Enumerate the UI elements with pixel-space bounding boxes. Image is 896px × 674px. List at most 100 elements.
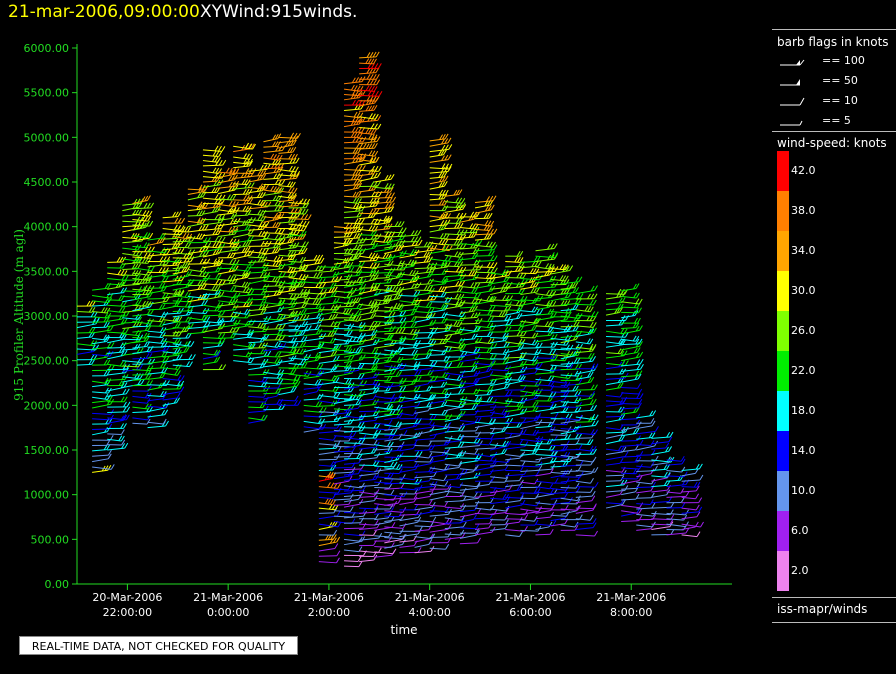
wind-barb — [278, 374, 301, 382]
barb-feather — [296, 170, 301, 177]
barb-feather — [143, 202, 148, 209]
barb-feather — [383, 215, 388, 221]
barb-shaft — [343, 436, 363, 441]
barb-feather — [358, 414, 363, 421]
wind-barb — [278, 316, 300, 326]
barb-feather — [120, 318, 125, 325]
x-tick-time: 22:00:00 — [103, 606, 152, 619]
barb-feather — [363, 511, 367, 517]
barb-feather — [175, 316, 180, 322]
barb-feather — [216, 285, 221, 292]
wind-barb — [359, 503, 380, 510]
barb-feather — [215, 266, 220, 273]
barb-feather — [392, 548, 397, 555]
barb-feather — [383, 236, 387, 243]
barb-feather — [120, 269, 125, 276]
wind-barb — [399, 439, 418, 447]
barb-shaft — [399, 513, 417, 516]
barb-feather — [196, 210, 201, 216]
barb-feather — [307, 214, 312, 220]
barb-feather — [218, 364, 223, 370]
barb-feather — [231, 304, 236, 311]
wind-barb — [218, 194, 237, 201]
barb-feather — [402, 233, 407, 240]
barb-feather — [368, 150, 373, 156]
barb-feather — [395, 421, 400, 427]
barb-feather — [301, 265, 306, 271]
barb-shaft — [132, 417, 148, 421]
wind-barb — [278, 395, 299, 402]
barb-shaft — [399, 539, 414, 543]
wind-barb — [384, 286, 405, 293]
wind-barb — [414, 422, 435, 430]
barb-feather — [374, 63, 379, 69]
barb-feather — [221, 243, 226, 249]
barb-feather — [416, 509, 421, 515]
barb-feather — [297, 281, 301, 288]
barb-feather — [278, 145, 283, 152]
barb-feather — [221, 338, 226, 344]
barb-feather — [317, 341, 322, 347]
barb-feather — [257, 322, 262, 328]
barb-feather — [401, 327, 406, 334]
barb-feather — [375, 387, 380, 393]
barb-feather — [91, 300, 96, 307]
barb-feather — [402, 386, 407, 392]
barb-feather — [229, 286, 234, 292]
barb-feather — [107, 312, 112, 319]
wind-barb — [187, 242, 212, 249]
barb-shaft — [359, 470, 376, 473]
barb-shaft — [343, 386, 359, 390]
barb-feather — [191, 354, 196, 360]
wind-barb — [359, 181, 382, 187]
barb-feather — [375, 513, 380, 519]
barb-feather — [355, 179, 360, 186]
barb-feather — [347, 248, 352, 254]
barb-feather — [333, 537, 337, 543]
wind-barb — [162, 224, 185, 232]
barb-feather — [413, 361, 418, 367]
wind-barb — [399, 339, 421, 346]
barb-feather — [215, 279, 219, 285]
barb-feather — [430, 278, 434, 285]
barb-feather — [226, 194, 231, 200]
wind-barb — [318, 276, 343, 284]
barb-feather — [272, 195, 277, 201]
barb-feather — [201, 224, 206, 231]
barb-feather — [206, 316, 211, 322]
barb-feather — [332, 337, 337, 344]
barb-feather — [393, 302, 398, 309]
y-tick-label: 2000.00 — [24, 399, 70, 412]
barb-feather — [236, 218, 241, 224]
barb-feather — [143, 285, 148, 291]
barb-feather — [165, 267, 169, 273]
barb-feather — [175, 297, 180, 304]
wind-barb — [384, 523, 407, 529]
barb-feather — [107, 394, 112, 400]
barb-shaft — [343, 462, 359, 465]
barb-feather — [259, 199, 264, 206]
barb-feather — [122, 364, 127, 370]
barb-feather — [357, 170, 362, 176]
wind-barb — [162, 211, 182, 219]
barb-feather — [430, 394, 435, 400]
barb-feather — [227, 275, 232, 281]
barb-feather — [294, 166, 299, 173]
barb-feather — [290, 200, 295, 207]
barb-feather — [122, 342, 127, 348]
wind-barb — [333, 446, 357, 453]
barb-feather — [362, 143, 367, 149]
barb-feather — [228, 167, 233, 174]
barb-feather — [292, 317, 296, 323]
barb-feather — [293, 400, 298, 406]
barb-feather — [138, 202, 143, 208]
wind-barb — [318, 536, 341, 547]
barb-feather — [244, 308, 248, 315]
barb-feather — [297, 324, 302, 330]
barb-feather — [230, 213, 235, 219]
barb-feather — [270, 185, 275, 192]
barb-feather — [429, 285, 434, 291]
barb-feather — [125, 388, 130, 395]
barb-feather — [401, 396, 406, 402]
barb-feather — [325, 534, 329, 541]
